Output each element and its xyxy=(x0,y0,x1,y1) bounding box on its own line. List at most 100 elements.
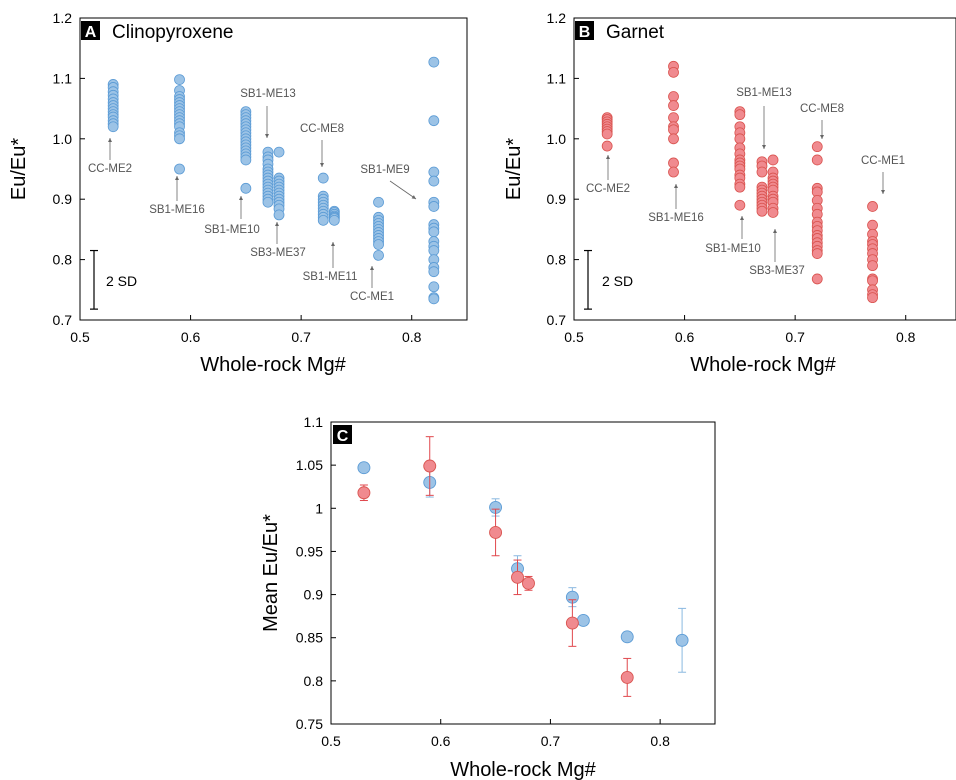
panel-c-y-tick-label: 1 xyxy=(315,500,323,516)
panel-c-x-tick-label: 0.8 xyxy=(650,733,670,749)
panel-c-x-tick-label: 0.6 xyxy=(431,733,451,749)
panel-a-data-point xyxy=(240,182,252,194)
panel-b-data-point xyxy=(734,109,746,121)
panel-b-sd-label: 2 SD xyxy=(602,273,633,289)
panel-b-data-point xyxy=(734,133,746,145)
panel-c-y-tick-label: 0.9 xyxy=(304,587,324,603)
panel-a-y-tick-label: 0.7 xyxy=(53,312,73,328)
panel-b-sample-label: SB1-ME10 xyxy=(705,243,761,255)
panel-b-data-point xyxy=(811,273,823,285)
panel-c-letter-box xyxy=(333,425,352,444)
panel-a-sample-label: SB1-ME13 xyxy=(240,88,296,100)
panel-a-y-tick-label: 1.0 xyxy=(53,131,73,147)
panel-b-plot-area: 0.5 0.6 0.7 0.8 0.7 0.8 0.9 1.0 1.1 1.2 CC-ME2 SB1-… xyxy=(547,10,916,345)
panel-b-data-point xyxy=(767,154,779,166)
panel-b-x-tick-label: 0.7 xyxy=(785,329,805,345)
panel-a-data-point xyxy=(273,146,285,158)
panel-a-letter-box xyxy=(81,21,100,40)
panel-c-y-tick-label: 1.1 xyxy=(304,414,324,430)
panel-b-y-tick-label: 1.1 xyxy=(547,70,567,86)
panel-c-y-tick-label: 0.8 xyxy=(304,673,324,689)
panel-a-arrow-head xyxy=(370,266,374,270)
panel-b-sample-label: CC-ME1 xyxy=(861,155,905,167)
panel-a-sample-label: SB1-ME10 xyxy=(204,224,260,236)
panel-a-data-point xyxy=(428,201,440,212)
panel-b-arrow-head xyxy=(773,229,777,233)
panel-c-x-tick-label: 0.7 xyxy=(541,733,561,749)
panel-b-frame xyxy=(573,17,956,321)
panel-b-x-tick-label: 0.6 xyxy=(675,329,695,345)
panel-a-x-axis-label: Whole-rock Mg# xyxy=(200,354,346,376)
panel-b-arrow-head xyxy=(762,145,766,149)
panel-c-x-axis-label: Whole-rock Mg# xyxy=(450,759,596,780)
panel-a-x-tick-label: 0.5 xyxy=(70,329,90,345)
panel-c-letter: C xyxy=(337,428,349,445)
panel-c-mean-point xyxy=(576,614,590,627)
panel-a-data-point xyxy=(428,166,440,178)
panel-c-y-axis-label: Mean Eu/Eu* xyxy=(260,514,282,632)
panel-a-x-tick-label: 0.6 xyxy=(181,329,201,345)
panel-b-data-point xyxy=(867,260,878,272)
panel-a-clinopyroxene: 0.5 0.6 0.7 0.8 0.7 0.8 0.9 1.0 1.1 1.2 CC-ME2 SB1-… xyxy=(8,10,468,376)
panel-a-sd-label: 2 SD xyxy=(106,273,137,289)
panel-a-y-tick-label: 1.1 xyxy=(53,70,73,86)
panel-a-arrow-head xyxy=(175,176,179,180)
panel-a-data-point xyxy=(428,281,440,293)
panel-b-data-point xyxy=(668,133,679,145)
panel-a-data-point xyxy=(428,266,440,278)
panel-c-mean-point xyxy=(565,616,579,630)
panel-a-arrow-head xyxy=(275,222,279,226)
panel-b-arrow-head xyxy=(606,155,610,159)
panel-a-arrow-head xyxy=(411,195,416,199)
panel-a-arrow-head xyxy=(265,134,269,138)
panel-c-mean-point xyxy=(511,570,524,584)
panel-a-y-tick-label: 0.8 xyxy=(53,252,73,268)
panel-a-sample-label: SB1-ME11 xyxy=(303,271,358,283)
panel-b-arrow-head xyxy=(881,190,885,194)
panel-a-label-arrow xyxy=(389,180,417,200)
panel-c-y-tick-label: 0.95 xyxy=(296,543,323,559)
panel-b-data-point xyxy=(734,199,746,211)
panel-b-sample-label: CC-ME2 xyxy=(586,183,630,195)
panel-a-y-tick-label: 1.2 xyxy=(53,10,73,26)
panel-a-arrow-head xyxy=(320,163,324,167)
panel-b-letter: B xyxy=(579,24,591,41)
panel-a-sample-label: SB1-ME16 xyxy=(149,204,205,216)
panel-a-x-tick-label: 0.7 xyxy=(291,329,311,345)
panel-a-y-tick-label: 0.9 xyxy=(53,191,73,207)
panel-b-y-tick-label: 0.7 xyxy=(547,312,567,328)
panel-b-title: Garnet xyxy=(606,22,665,43)
panel-a-data-point xyxy=(428,115,440,127)
panel-b-x-tick-label: 0.5 xyxy=(564,329,584,345)
panel-a-sample-label: CC-ME2 xyxy=(88,163,132,175)
panel-a-arrow-head xyxy=(331,242,335,246)
panel-b-y-tick-label: 0.8 xyxy=(547,252,567,268)
panel-c-x-tick-label: 0.5 xyxy=(321,733,341,749)
panel-a-plot-area: 0.5 0.6 0.7 0.8 0.7 0.8 0.9 1.0 1.1 1.2 CC-ME2 SB1-… xyxy=(53,10,440,345)
panel-a-data-point xyxy=(428,56,440,68)
panel-c-mean-point xyxy=(357,461,371,475)
panel-a-data-point xyxy=(428,226,440,238)
panel-c-mean-point xyxy=(423,459,437,473)
panel-a-data-point xyxy=(174,163,185,175)
panel-b-data-point xyxy=(756,205,768,217)
panel-b-data-point xyxy=(867,219,878,231)
panel-a-arrow-head xyxy=(108,138,112,142)
panel-b-y-axis-label: Eu/Eu* xyxy=(503,138,525,200)
panel-c-mean-point xyxy=(489,525,503,539)
panel-a-data-point xyxy=(373,239,384,250)
panel-b-data-point xyxy=(867,275,878,287)
panel-a-data-point xyxy=(174,133,185,145)
panel-a-arrow-head xyxy=(239,196,243,200)
panel-a-sample-label: CC-ME8 xyxy=(300,123,344,135)
panel-b-data-point xyxy=(601,140,613,152)
panel-b-data-point xyxy=(756,166,768,178)
panel-a-letter: A xyxy=(85,24,97,41)
panel-a-sample-label: SB1-ME9 xyxy=(360,164,409,176)
panel-b-sample-label: SB3-ME37 xyxy=(749,265,805,277)
panel-b-data-point xyxy=(668,166,679,178)
panel-b-data-point xyxy=(767,207,779,218)
panel-c-y-tick-label: 0.75 xyxy=(296,716,323,732)
panel-a-data-point xyxy=(107,121,119,133)
